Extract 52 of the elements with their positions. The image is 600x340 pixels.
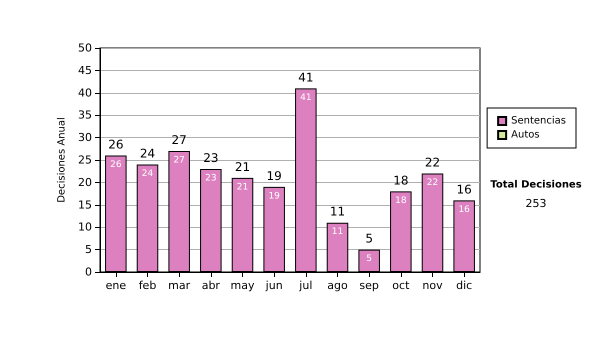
y-tick-label: 10 xyxy=(78,220,92,234)
data-label: 16 xyxy=(458,204,470,215)
data-label: 23 xyxy=(205,173,217,184)
data-label: 22 xyxy=(426,178,438,188)
x-tick-label: nov xyxy=(422,279,444,292)
data-label: 11 xyxy=(332,227,344,238)
y-tick-label: 30 xyxy=(78,131,92,144)
total-label: 27 xyxy=(172,133,187,148)
data-label: 27 xyxy=(173,156,185,166)
y-tick-label: 40 xyxy=(78,86,92,100)
legend-label: Sentencias xyxy=(511,116,566,126)
total-label: 21 xyxy=(234,160,250,174)
x-tick-label: sep xyxy=(359,279,379,292)
y-axis-title: Decisiones Anual xyxy=(56,117,68,203)
x-tick-label: jul xyxy=(298,279,312,292)
y-tick-label: 45 xyxy=(78,64,92,77)
total-label: 18 xyxy=(393,173,408,188)
y-tick-label: 25 xyxy=(78,154,92,166)
x-tick-label: mar xyxy=(168,279,191,292)
total-label: 19 xyxy=(266,168,282,183)
x-tick-label: oct xyxy=(392,279,410,292)
x-tick-label: feb xyxy=(138,279,156,292)
data-label: 19 xyxy=(268,191,280,202)
x-tick-label: abr xyxy=(202,279,220,292)
total-label: 41 xyxy=(298,70,314,84)
x-tick-label: ago xyxy=(327,279,348,292)
data-label: 26 xyxy=(110,160,122,170)
total-label: 5 xyxy=(365,232,373,246)
legend-label: Autos xyxy=(511,130,540,140)
data-label: 21 xyxy=(236,182,248,192)
data-label: 5 xyxy=(366,254,372,264)
total-label: 16 xyxy=(456,182,472,196)
total-label: 26 xyxy=(108,138,124,152)
y-tick-label: 20 xyxy=(78,176,92,189)
total-label: 24 xyxy=(140,146,156,160)
total-label: 22 xyxy=(424,155,440,170)
text: 253 xyxy=(526,197,546,210)
y-tick-label: 5 xyxy=(85,243,92,256)
data-label: 24 xyxy=(142,168,154,179)
y-tick-label: 0 xyxy=(85,266,92,278)
x-tick-label: jun xyxy=(264,279,283,292)
text: Total Decisiones xyxy=(490,180,582,190)
x-tick-label: ene xyxy=(106,279,126,292)
data-label: 41 xyxy=(300,92,312,103)
total-label: 11 xyxy=(330,204,346,219)
data-label: 18 xyxy=(395,196,407,206)
y-tick-label: 15 xyxy=(78,198,92,212)
y-tick-label: 35 xyxy=(78,108,92,122)
total-label: 23 xyxy=(203,150,218,165)
x-tick-label: dic xyxy=(456,279,472,292)
y-tick-label: 50 xyxy=(78,42,92,54)
x-tick-label: may xyxy=(230,279,255,292)
